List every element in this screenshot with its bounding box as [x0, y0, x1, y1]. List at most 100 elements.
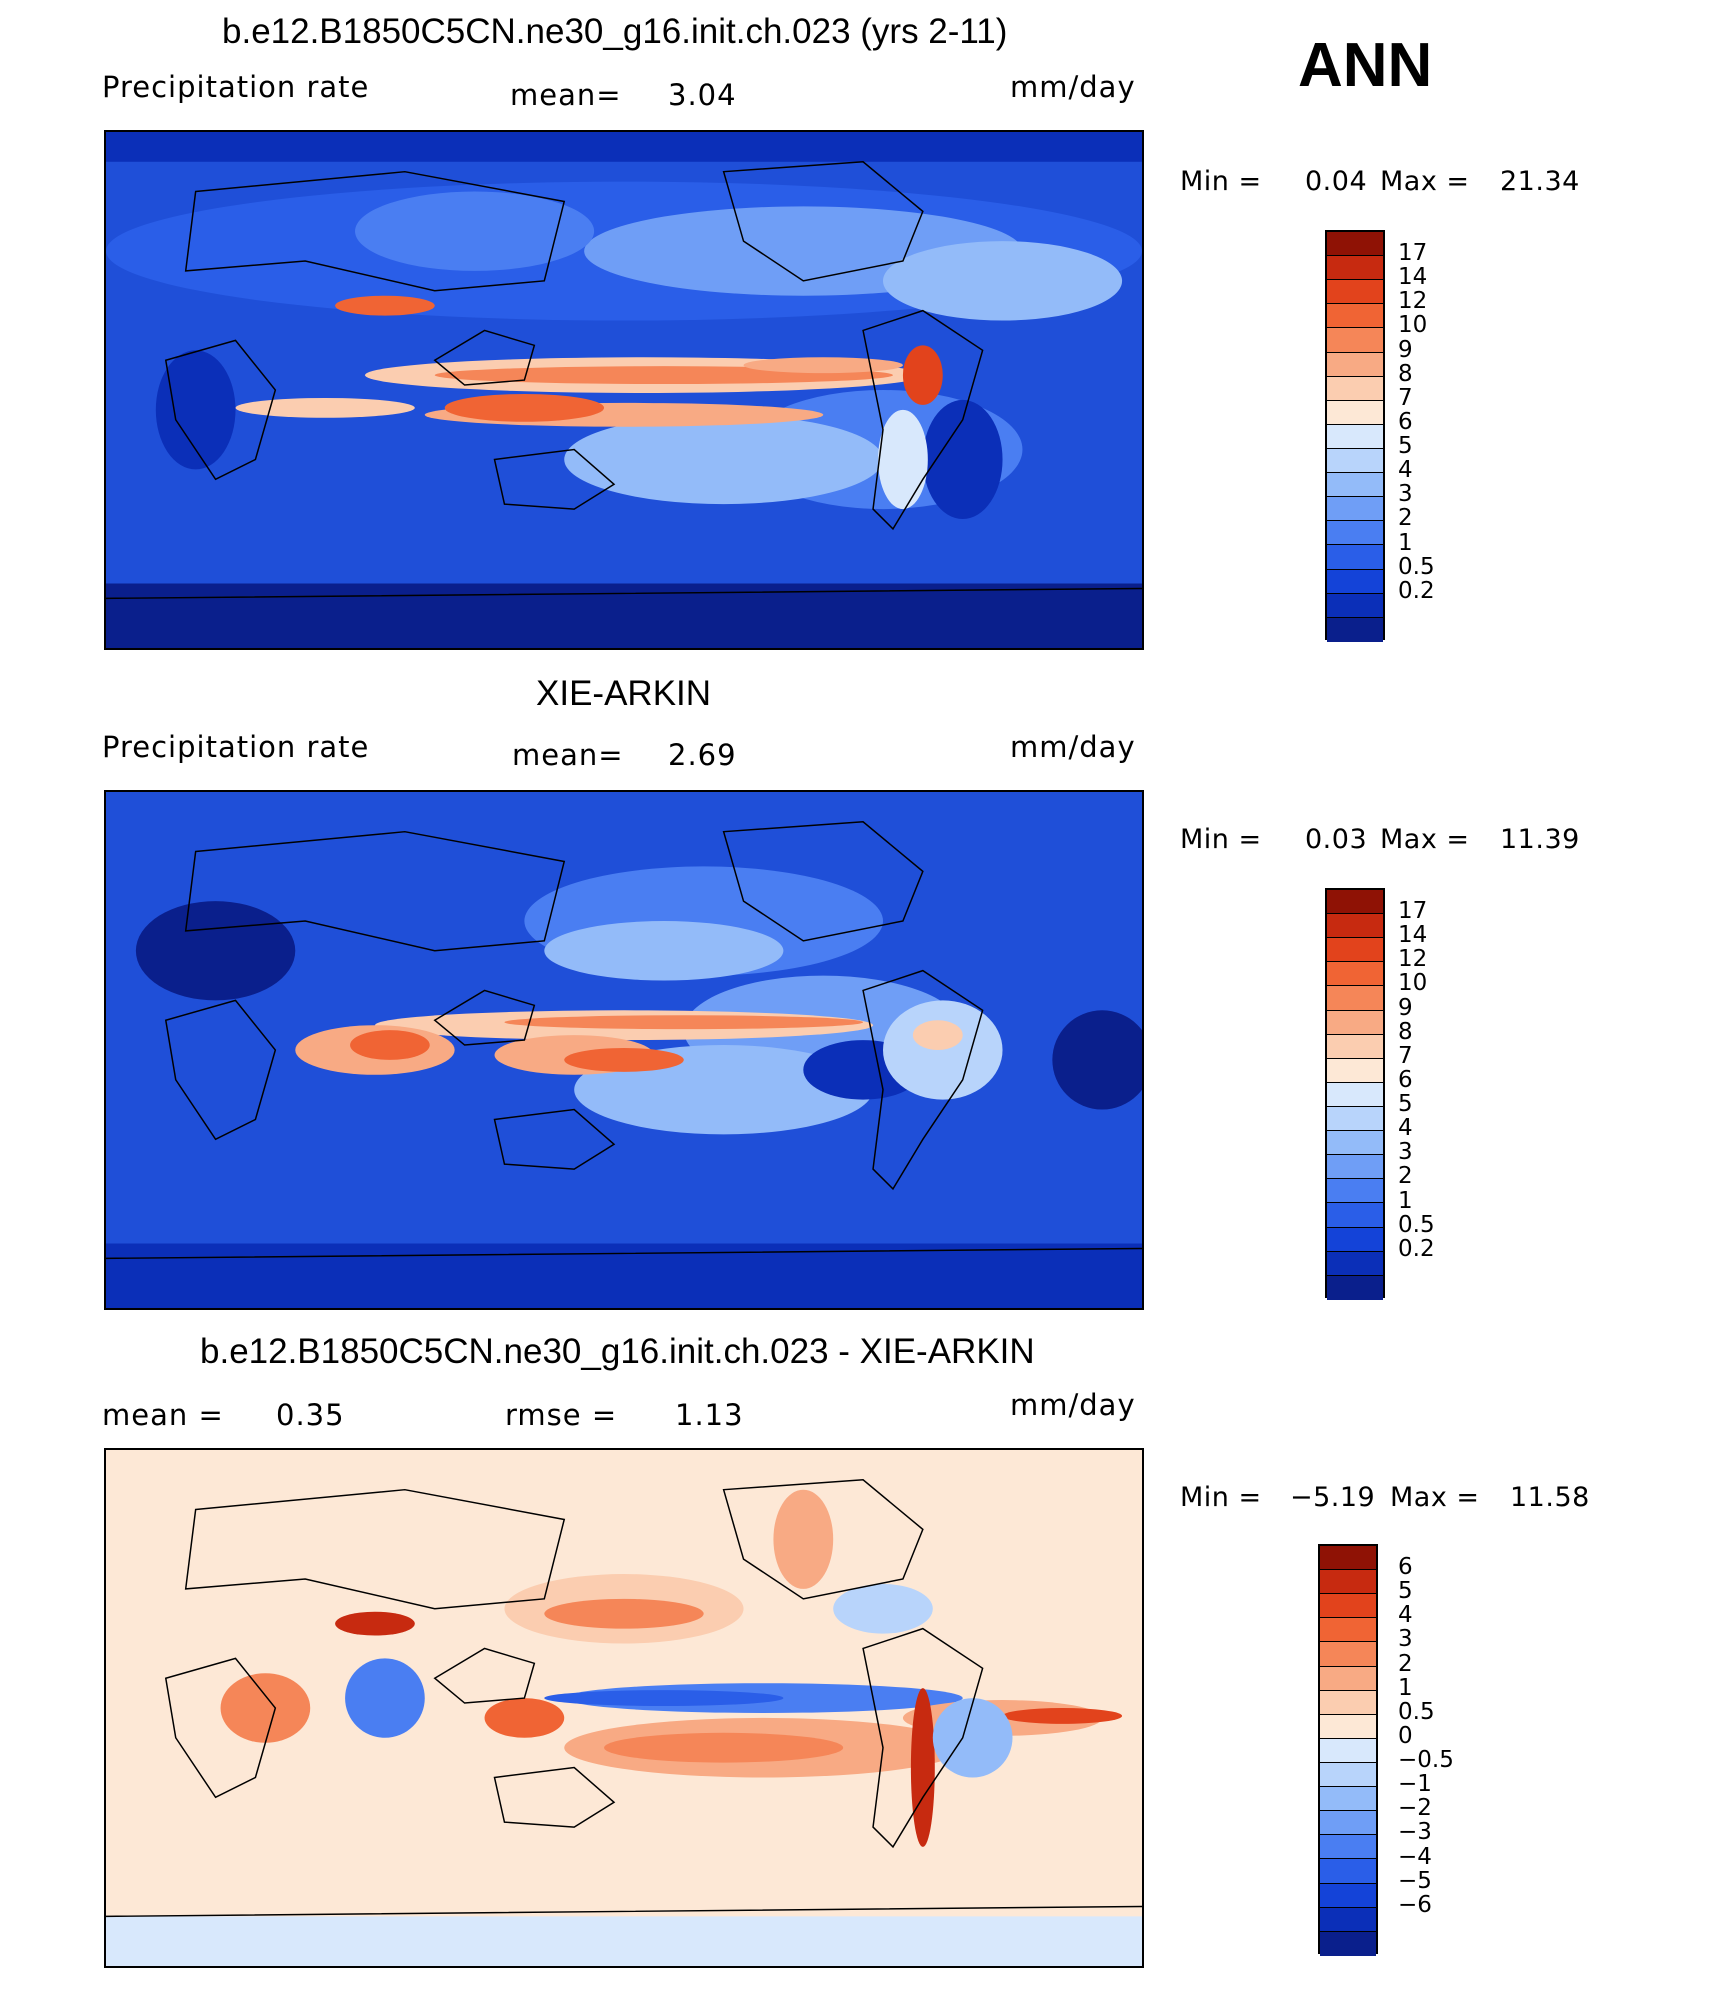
colorbar-swatch — [1320, 1835, 1376, 1860]
panel-3-mean-label: mean = — [102, 1398, 224, 1432]
panel-1-max-label: Max = — [1380, 166, 1470, 197]
colorbar-tick-label: −6 — [1398, 1891, 1432, 1918]
colorbar-tick-label: −3 — [1398, 1819, 1432, 1846]
panel-3-min-value: −5.19 — [1290, 1482, 1376, 1513]
panel-2-mean-value: 2.69 — [668, 738, 737, 772]
colorbar-tick-label: 9 — [1398, 994, 1413, 1021]
colorbar-tick-label: 4 — [1398, 1602, 1413, 1629]
colorbar-swatch — [1320, 1907, 1376, 1932]
colorbar-tick-label: 6 — [1398, 1554, 1413, 1581]
panel-3-rmse-label: rmse = — [505, 1398, 618, 1432]
colorbar-swatch — [1320, 1931, 1376, 1956]
colorbar-tick-label: 17 — [1398, 240, 1428, 267]
panel-1-colorbar — [1325, 230, 1385, 642]
colorbar-swatch — [1320, 1714, 1376, 1739]
colorbar-tick-label: 2 — [1398, 505, 1413, 532]
colorbar-tick-label: 4 — [1398, 1115, 1413, 1142]
panel-1-mean-label: mean= — [510, 78, 622, 112]
colorbar-tick-label: 6 — [1398, 408, 1413, 435]
panel-2-units: mm/day — [1010, 730, 1136, 764]
colorbar-swatch — [1320, 1546, 1376, 1571]
colorbar-tick-label: 5 — [1398, 1091, 1413, 1118]
colorbar-tick-label: 1 — [1398, 1187, 1413, 1214]
colorbar-tick-label: 0.5 — [1398, 1698, 1435, 1725]
panel-3-max-value: 11.58 — [1510, 1482, 1590, 1513]
colorbar-tick-label: 0.2 — [1398, 1235, 1435, 1262]
colorbar-tick-label: −0.5 — [1398, 1747, 1454, 1774]
colorbar-tick-label: 0.5 — [1398, 1211, 1435, 1238]
panel-2-mean-label: mean= — [512, 738, 624, 772]
colorbar-tick-label: 2 — [1398, 1163, 1413, 1190]
colorbar-swatch — [1327, 1227, 1383, 1252]
colorbar-swatch — [1327, 962, 1383, 987]
colorbar-swatch — [1327, 352, 1383, 377]
colorbar-swatch — [1327, 1179, 1383, 1204]
panel-1-title: b.e12.B1850C5CN.ne30_g16.init.ch.023 (yr… — [222, 12, 1008, 51]
colorbar-swatch — [1320, 1762, 1376, 1788]
colorbar-swatch — [1327, 914, 1383, 939]
panel-1-min-label: Min = — [1180, 166, 1262, 197]
colorbar-tick-label: 8 — [1398, 1018, 1413, 1045]
colorbar-tick-label: 1 — [1398, 1674, 1413, 1701]
panel-1-field-label: Precipitation rate — [102, 70, 370, 104]
panel-3-title: b.e12.B1850C5CN.ne30_g16.init.ch.023 - X… — [200, 1332, 1035, 1371]
colorbar-swatch — [1320, 1811, 1376, 1836]
panel-2-max-label: Max = — [1380, 824, 1470, 855]
colorbar-swatch — [1327, 280, 1383, 305]
panel-3-max-label: Max = — [1390, 1482, 1480, 1513]
panel-3-units: mm/day — [1010, 1388, 1136, 1422]
panel-1-min-value: 0.04 — [1305, 166, 1368, 197]
colorbar-swatch — [1327, 521, 1383, 546]
colorbar-tick-label: 10 — [1398, 312, 1428, 339]
colorbar-tick-label: 1 — [1398, 529, 1413, 556]
colorbar-swatch — [1327, 1131, 1383, 1156]
colorbar-tick-label: 9 — [1398, 336, 1413, 363]
panel-2-colorbar — [1325, 888, 1385, 1300]
colorbar-swatch — [1320, 1787, 1376, 1812]
panel-3-map-svg — [106, 1450, 1142, 1966]
colorbar-swatch — [1327, 448, 1383, 474]
colorbar-swatch — [1320, 1859, 1376, 1884]
colorbar-tick-label: 14 — [1398, 922, 1428, 949]
colorbar-tick-label: −4 — [1398, 1843, 1432, 1870]
panel-2-title: XIE-ARKIN — [536, 674, 712, 713]
colorbar-swatch — [1320, 1738, 1376, 1763]
colorbar-swatch — [1327, 890, 1383, 915]
colorbar-swatch — [1327, 473, 1383, 498]
colorbar-tick-label: 5 — [1398, 433, 1413, 460]
colorbar-tick-label: 12 — [1398, 946, 1428, 973]
panel-2-field-label: Precipitation rate — [102, 730, 370, 764]
panel-1-units: mm/day — [1010, 70, 1136, 104]
colorbar-swatch — [1327, 1082, 1383, 1107]
colorbar-swatch — [1327, 569, 1383, 594]
panel-3-colorbar — [1318, 1544, 1378, 1956]
colorbar-swatch — [1327, 232, 1383, 257]
colorbar-swatch — [1320, 1570, 1376, 1595]
panel-2-map-svg — [106, 792, 1142, 1308]
panel-2-map — [104, 790, 1144, 1310]
panel-3-rmse-value: 1.13 — [675, 1398, 744, 1432]
colorbar-tick-label: 3 — [1398, 1626, 1413, 1653]
colorbar-tick-label: −2 — [1398, 1795, 1432, 1822]
colorbar-swatch — [1327, 497, 1383, 522]
colorbar-tick-label: 14 — [1398, 264, 1428, 291]
colorbar-swatch — [1327, 1010, 1383, 1035]
colorbar-swatch — [1320, 1690, 1376, 1715]
colorbar-swatch — [1327, 328, 1383, 353]
colorbar-tick-label: 0 — [1398, 1722, 1413, 1749]
colorbar-tick-label: 10 — [1398, 970, 1428, 997]
colorbar-swatch — [1327, 1155, 1383, 1180]
colorbar-swatch — [1320, 1594, 1376, 1619]
colorbar-swatch — [1327, 1251, 1383, 1276]
colorbar-tick-label: 12 — [1398, 288, 1428, 315]
colorbar-swatch — [1327, 986, 1383, 1011]
colorbar-swatch — [1320, 1618, 1376, 1643]
colorbar-tick-label: 7 — [1398, 384, 1413, 411]
colorbar-swatch — [1327, 376, 1383, 401]
colorbar-swatch — [1320, 1883, 1376, 1908]
colorbar-swatch — [1327, 1058, 1383, 1083]
panel-1-map — [104, 130, 1144, 650]
colorbar-tick-label: 8 — [1398, 360, 1413, 387]
colorbar-tick-label: −5 — [1398, 1867, 1432, 1894]
season-label: ANN — [1298, 31, 1433, 100]
